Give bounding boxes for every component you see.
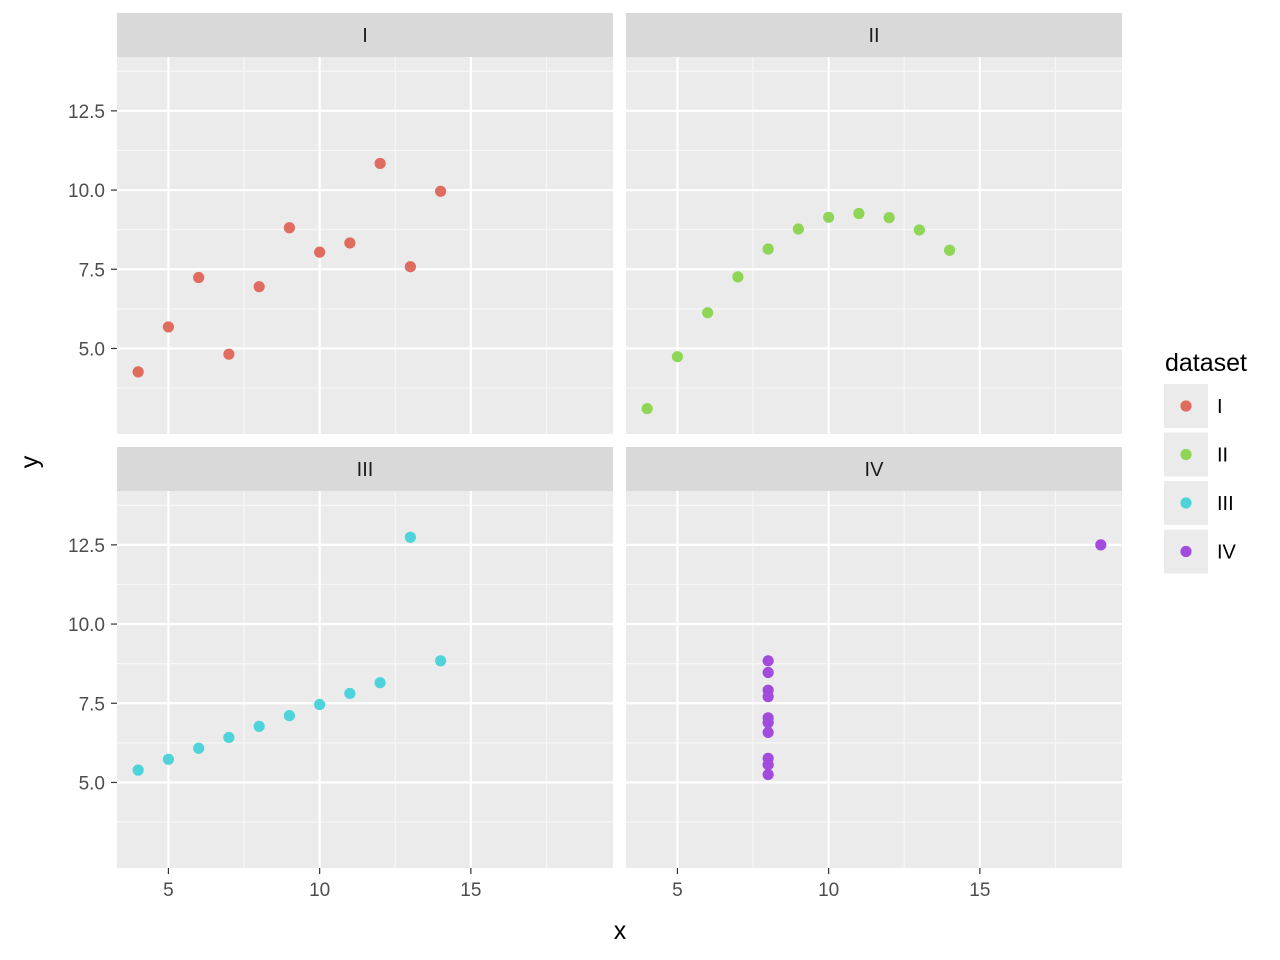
y-axis-title: y [16,455,44,468]
y-tick-label: 7.5 [79,260,105,281]
data-point [374,157,386,170]
y-tick-label: 10.0 [68,615,105,636]
legend-swatch [1180,545,1192,558]
data-point [883,212,895,224]
data-point [344,237,356,249]
panel-background [626,491,1122,868]
data-point [762,655,774,667]
data-point [314,698,326,711]
data-point [641,403,653,415]
facet-strip-label: I [362,25,368,47]
data-point [762,726,774,739]
data-point [762,768,774,781]
legend-title: dataset [1165,349,1247,377]
data-point [944,244,956,256]
data-point [762,759,774,771]
x-tick-label: 5 [672,880,683,901]
data-point [193,742,205,754]
y-tick-label: 5.0 [79,773,105,794]
facet-panel-3: III [117,447,613,868]
data-point [223,348,235,360]
data-point [344,687,356,700]
facet-panel-4: IV [626,447,1122,868]
panel-background [117,491,613,868]
data-point [193,271,205,284]
data-point [671,351,684,363]
data-point [853,207,865,220]
facet-panel-1: I [117,13,613,434]
facet-panel-2: II [626,13,1122,434]
data-point [732,271,744,283]
y-axis: 5.0 7.5 10.0 12.5 5.0 7.5 10.0 12.5 [68,102,117,794]
data-point [162,753,175,765]
panel-background [117,57,613,434]
data-point [762,684,774,696]
legend-label: I [1217,396,1223,418]
x-axis-title: x [614,917,627,945]
y-tick-label: 12.5 [68,536,105,557]
data-point [223,731,235,744]
facet-strip [117,447,613,491]
data-point [283,710,295,722]
data-point [762,243,774,255]
x-axis: 5 10 15 5 10 15 [163,868,990,901]
legend-label: II [1217,445,1228,467]
facet-strip-label: II [868,25,879,47]
data-point [823,211,835,223]
facet-strip-label: III [357,459,374,481]
data-point [913,224,925,236]
y-tick-label: 12.5 [68,102,105,123]
data-point [162,321,175,333]
data-point [1095,539,1107,551]
y-tick-label: 10.0 [68,181,105,202]
facet-strip [117,13,613,57]
legend-item-iv: IV [1164,529,1237,574]
data-point [132,366,144,378]
panel-background [626,57,1122,434]
data-point [253,720,265,732]
x-tick-label: 15 [969,880,990,901]
x-tick-label: 10 [309,880,330,901]
data-point [435,655,447,667]
legend-item-i: I [1164,384,1223,428]
data-point [374,677,386,689]
legend-label: IV [1217,542,1237,564]
data-point [762,666,774,679]
facet-strip-label: IV [865,459,885,481]
y-tick-label: 5.0 [79,339,105,360]
data-point [702,307,714,319]
facet-strip [626,447,1122,491]
legend-swatch [1180,400,1192,412]
legend-label: III [1217,493,1234,515]
data-point [314,246,326,258]
data-point [404,261,416,273]
data-point [404,531,416,543]
x-tick-label: 10 [818,880,839,901]
legend-item-iii: III [1164,481,1234,525]
legend-swatch [1180,497,1192,509]
data-point [283,222,295,234]
data-point [253,281,265,293]
data-point [762,716,774,729]
x-tick-label: 5 [163,880,174,901]
facet-strip [626,13,1122,57]
legend-item-ii: II [1164,432,1228,477]
y-tick-label: 7.5 [79,694,105,715]
x-tick-label: 15 [460,880,481,901]
legend-swatch [1180,448,1192,461]
data-point [132,764,144,776]
data-point [435,185,447,197]
data-point [792,223,804,235]
